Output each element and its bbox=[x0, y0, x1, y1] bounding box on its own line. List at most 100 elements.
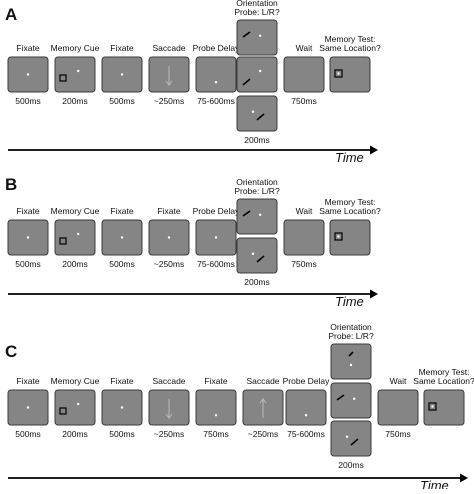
duration: 500ms bbox=[15, 429, 41, 439]
dot bbox=[120, 406, 124, 409]
frame bbox=[283, 219, 325, 256]
frame bbox=[242, 389, 284, 426]
frame bbox=[423, 389, 465, 426]
step-label: Probe: L/R? bbox=[234, 186, 280, 196]
dot bbox=[259, 69, 262, 73]
duration: ~250ms bbox=[154, 259, 184, 269]
frame bbox=[330, 382, 372, 419]
dot bbox=[431, 405, 434, 408]
step-label: Fixate bbox=[16, 43, 39, 53]
frame bbox=[148, 56, 190, 93]
step-label: Fixate bbox=[16, 206, 39, 216]
screen bbox=[195, 56, 237, 93]
duration: 500ms bbox=[15, 259, 41, 269]
screen bbox=[54, 219, 96, 256]
frame bbox=[283, 56, 325, 93]
probe-line bbox=[348, 351, 354, 357]
saccade-arrowhead bbox=[259, 398, 267, 404]
frame bbox=[236, 198, 278, 235]
dot bbox=[349, 363, 353, 367]
duration: ~250ms bbox=[154, 96, 184, 106]
frame bbox=[101, 389, 143, 426]
step-label: Wait bbox=[296, 206, 313, 216]
frame bbox=[236, 237, 278, 274]
dot bbox=[167, 236, 171, 239]
screen bbox=[330, 382, 372, 419]
frame bbox=[377, 389, 419, 426]
step-label: Saccade bbox=[246, 376, 279, 386]
frame bbox=[148, 219, 190, 256]
duration: 500ms bbox=[109, 259, 135, 269]
frame bbox=[330, 420, 372, 457]
screen bbox=[330, 420, 372, 457]
dot bbox=[304, 414, 308, 417]
screen bbox=[236, 198, 278, 235]
duration: 200ms bbox=[338, 460, 364, 470]
time-arrowhead bbox=[370, 289, 378, 299]
step-label: Fixate bbox=[110, 376, 133, 386]
step-label: Probe Delay bbox=[193, 43, 241, 53]
duration: 200ms bbox=[244, 277, 270, 287]
dot bbox=[251, 110, 255, 113]
step-label: Same Location? bbox=[319, 43, 381, 53]
step-label: Fixate bbox=[110, 206, 133, 216]
frame bbox=[54, 389, 96, 426]
test-box bbox=[334, 69, 343, 78]
probe-line bbox=[350, 438, 359, 446]
time-arrowhead bbox=[460, 473, 468, 483]
dot bbox=[214, 236, 218, 239]
test-box bbox=[334, 232, 343, 241]
test-box bbox=[428, 402, 437, 411]
frame bbox=[101, 219, 143, 256]
probe-line bbox=[256, 255, 265, 263]
duration: 200ms bbox=[62, 96, 88, 106]
frame bbox=[285, 389, 327, 426]
screen bbox=[236, 95, 278, 132]
duration: 200ms bbox=[62, 429, 88, 439]
step-label: Orientation bbox=[236, 0, 278, 8]
duration: 500ms bbox=[109, 96, 135, 106]
probe-line bbox=[242, 78, 251, 86]
step-label: Memory Cue bbox=[51, 206, 100, 216]
saccade-arrowhead bbox=[165, 413, 173, 419]
screen bbox=[423, 389, 465, 426]
probe-line bbox=[336, 394, 345, 401]
step-label: Wait bbox=[390, 376, 407, 386]
cue-box bbox=[59, 407, 67, 415]
step-label: Probe: L/R? bbox=[328, 331, 374, 341]
screen bbox=[54, 56, 96, 93]
duration: 750ms bbox=[291, 96, 317, 106]
cue-box bbox=[59, 237, 67, 245]
step-label: Saccade bbox=[152, 43, 185, 53]
step-label: Memory Cue bbox=[51, 43, 100, 53]
step-label: Same Location? bbox=[413, 376, 474, 386]
step-label: Memory Test: bbox=[325, 197, 376, 207]
frame bbox=[329, 56, 371, 93]
step-label: Fixate bbox=[110, 43, 133, 53]
frame bbox=[195, 56, 237, 93]
screen bbox=[329, 56, 371, 93]
time-label: Time bbox=[335, 150, 364, 165]
frame bbox=[236, 19, 278, 56]
duration: 500ms bbox=[15, 96, 41, 106]
step-label: Fixate bbox=[16, 376, 39, 386]
duration: 200ms bbox=[244, 135, 270, 145]
dot bbox=[26, 406, 30, 409]
duration: ~250ms bbox=[248, 429, 278, 439]
duration: 750ms bbox=[203, 429, 229, 439]
screen bbox=[236, 19, 278, 56]
duration: 750ms bbox=[385, 429, 411, 439]
step-label: Memory Test: bbox=[325, 34, 376, 44]
frame bbox=[101, 56, 143, 93]
panel-letter: A bbox=[5, 5, 17, 24]
cue-box bbox=[59, 74, 67, 82]
dot bbox=[26, 236, 30, 239]
frame bbox=[329, 219, 371, 256]
screen bbox=[283, 219, 325, 256]
step-label: Fixate bbox=[204, 376, 227, 386]
screen bbox=[283, 56, 325, 93]
duration: 750ms bbox=[291, 259, 317, 269]
screen bbox=[330, 343, 372, 380]
saccade-arrowhead bbox=[165, 80, 173, 86]
